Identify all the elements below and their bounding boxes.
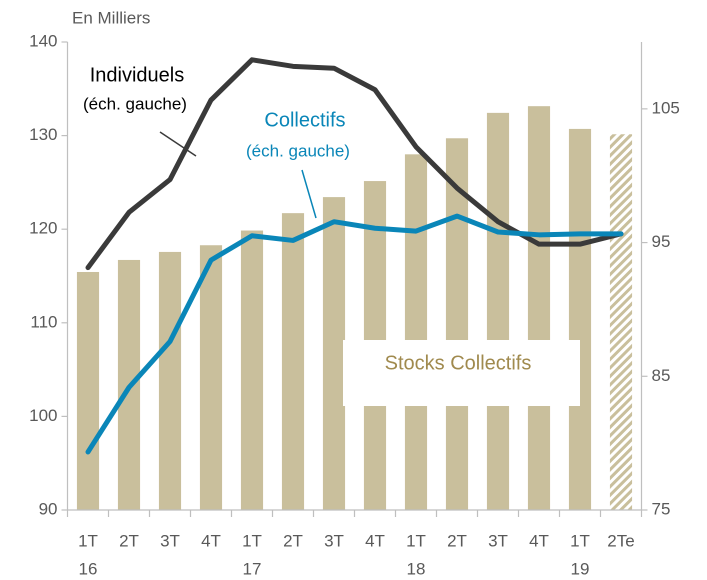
y-tick-label: 120 — [29, 219, 57, 238]
bars — [76, 106, 633, 511]
x-tick-label: 1T — [570, 531, 590, 550]
y-tick-label: 140 — [29, 31, 57, 50]
bar — [158, 251, 182, 510]
bar — [76, 271, 100, 510]
x-tick-label: 2T — [283, 531, 303, 550]
annotation: (éch. gauche) — [83, 94, 187, 113]
bar — [240, 230, 264, 510]
x-tick-label: 4T — [201, 531, 221, 550]
x-tick-label: 1T — [406, 531, 426, 550]
y-tick-label: 100 — [29, 406, 57, 425]
lines — [85, 57, 624, 455]
y2-tick-label: 75 — [652, 499, 671, 518]
x-tick-label: 1T — [242, 531, 262, 550]
x-year-label: 18 — [407, 559, 426, 578]
x-year-label: 16 — [79, 559, 98, 578]
line-series — [85, 57, 624, 271]
unit-label: En Milliers — [72, 8, 150, 27]
bar — [568, 128, 592, 510]
label-box — [343, 340, 580, 406]
x-tick-label: 1T — [78, 531, 98, 550]
bar — [404, 154, 428, 510]
x-tick-label: 4T — [365, 531, 385, 550]
y-tick-label: 130 — [29, 125, 57, 144]
x-tick-label: 3T — [160, 531, 180, 550]
y-tick-label: 110 — [30, 312, 57, 331]
x-tick-label: 2T — [447, 531, 467, 550]
annotation: Stocks Collectifs — [385, 352, 532, 374]
bar — [281, 213, 305, 510]
x-year-label: 17 — [243, 559, 262, 578]
x-tick-label: 3T — [324, 531, 344, 550]
annotation: Collectifs — [264, 109, 345, 131]
x-tick-label: 2Te — [607, 531, 634, 550]
y2-tick-label: 85 — [652, 366, 671, 385]
bar — [527, 106, 551, 510]
leader-line — [159, 131, 197, 157]
bar — [199, 245, 223, 510]
x-tick-label: 2T — [119, 531, 139, 550]
bar — [445, 138, 469, 510]
y2-tick-label: 95 — [652, 232, 671, 251]
y2-tick-label: 105 — [652, 98, 680, 117]
x-tick-label: 3T — [488, 531, 508, 550]
line-series — [85, 213, 624, 455]
x-tick-label: 4T — [529, 531, 549, 550]
leader-line — [301, 169, 317, 219]
bar — [486, 112, 510, 511]
annotation: (éch. gauche) — [246, 141, 350, 160]
bar — [322, 197, 346, 510]
bar — [609, 134, 633, 510]
y-tick-label: 90 — [39, 499, 58, 518]
x-year-label: 19 — [571, 559, 590, 578]
annotation: Individuels — [90, 64, 185, 86]
